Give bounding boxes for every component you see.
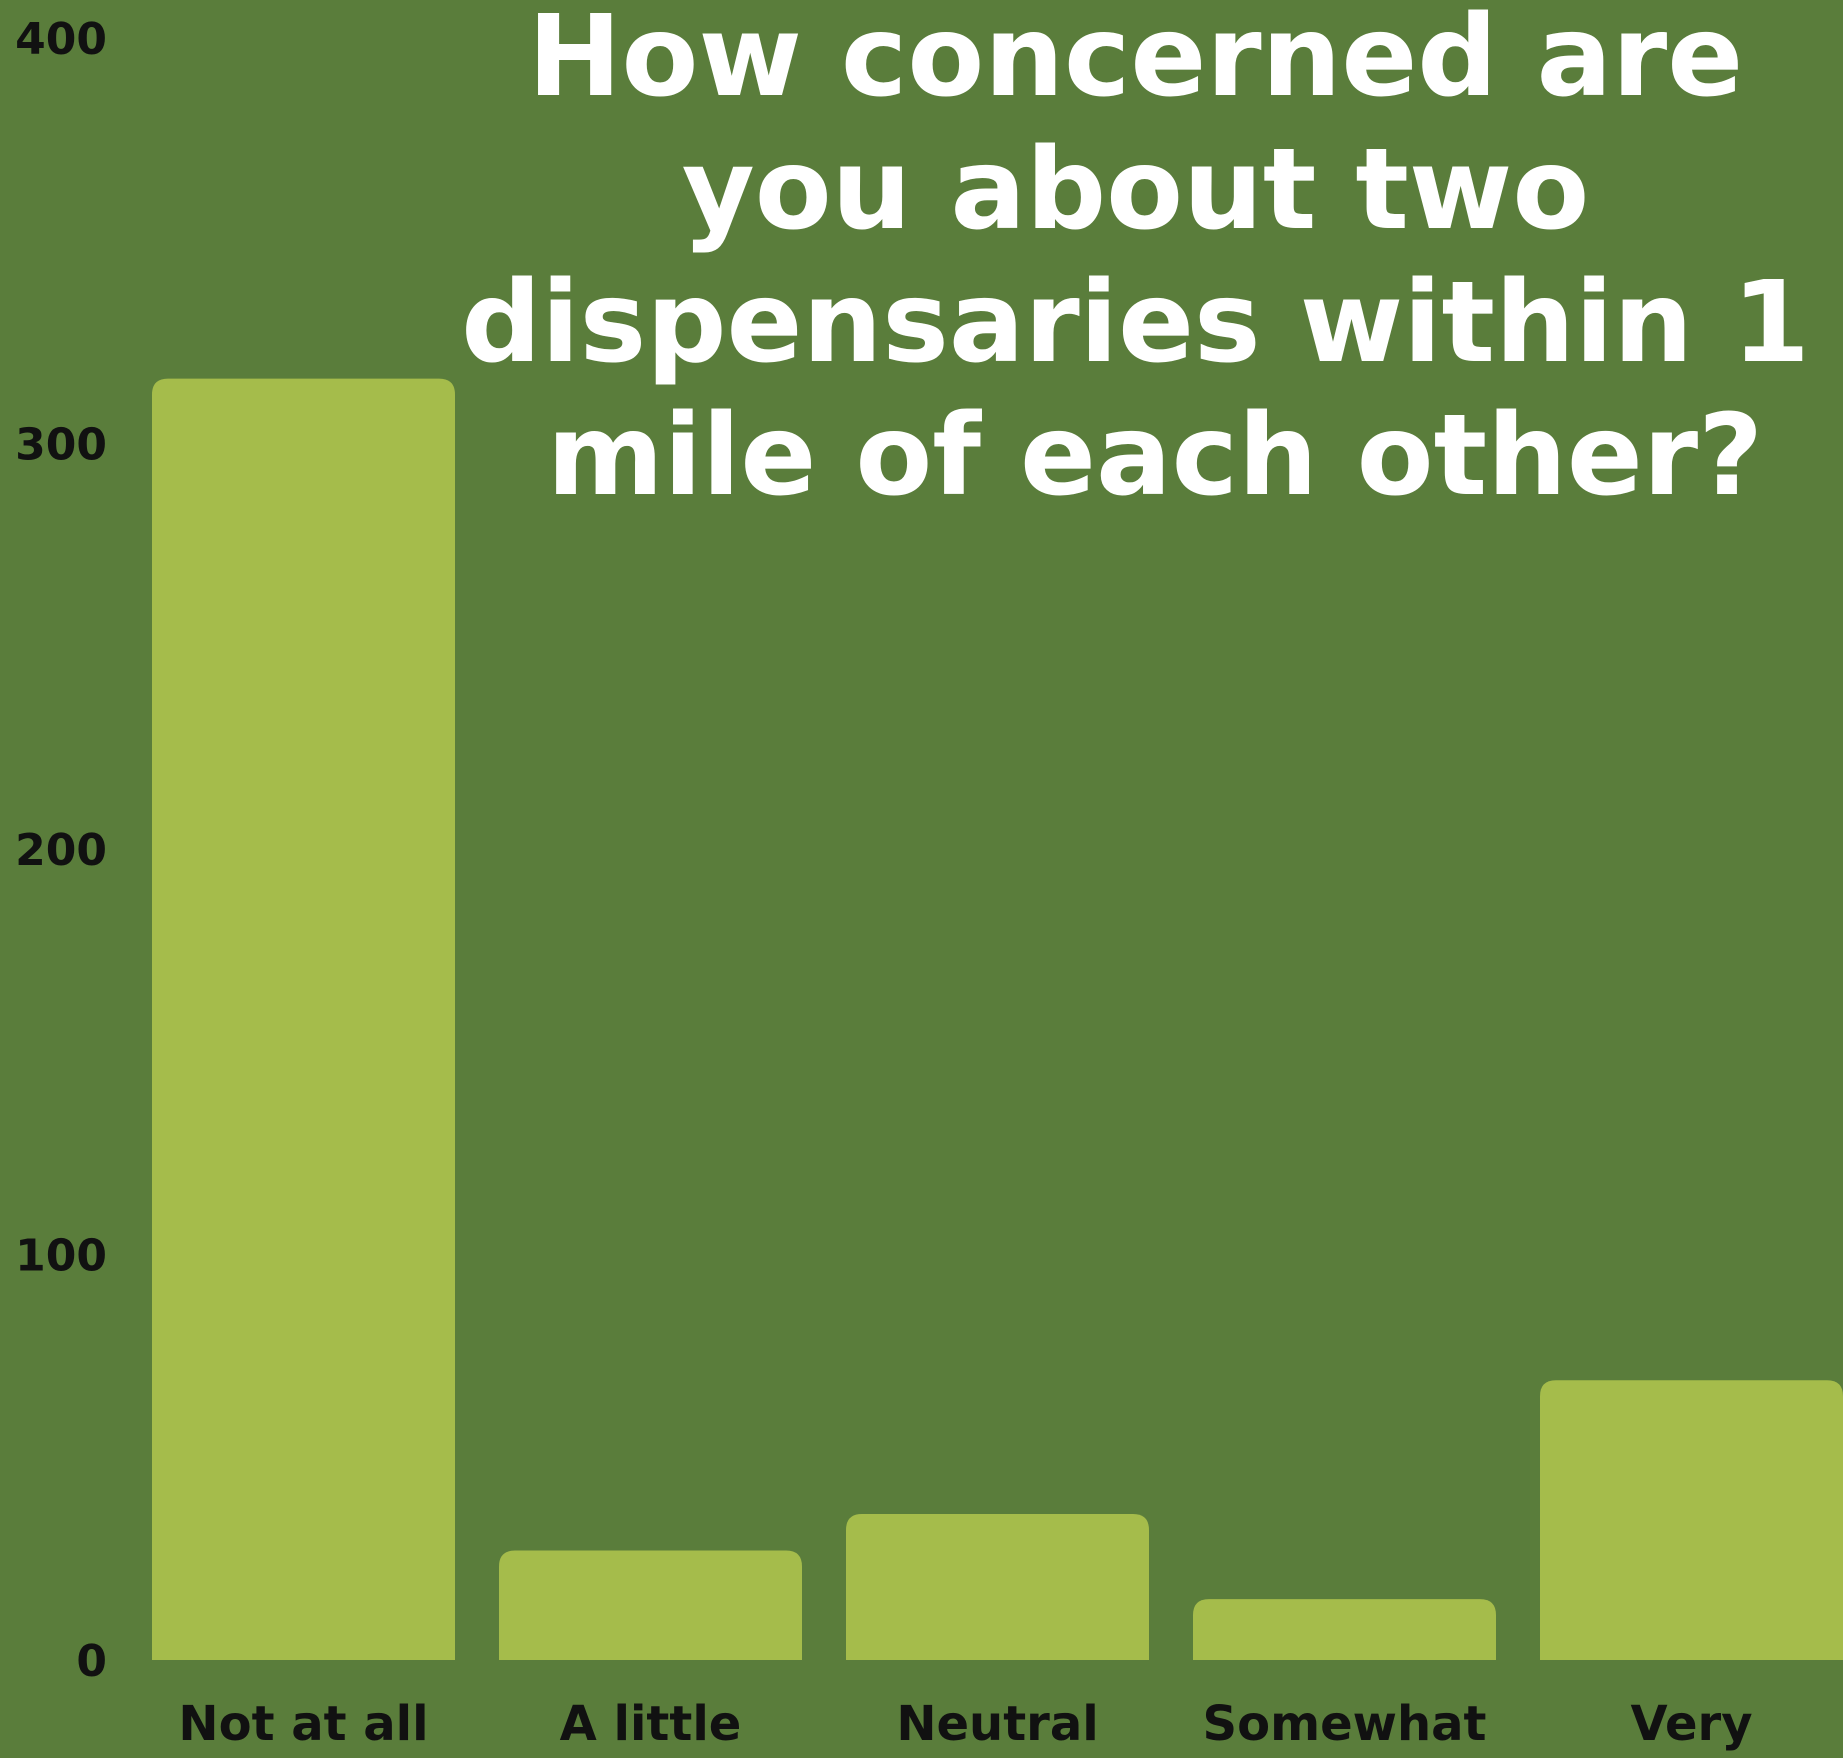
bar-very	[1540, 1380, 1843, 1660]
chart-title-line-3: dispensaries within 1	[461, 258, 1810, 388]
x-label-somewhat: Somewhat	[1203, 1696, 1487, 1752]
x-label-a-little: A little	[560, 1696, 742, 1752]
x-label-not-at-all: Not at all	[178, 1696, 428, 1752]
x-axis-labels: Not at all A little Neutral Somewhat Very	[178, 1696, 1752, 1752]
chart-title-line-1: How concerned are	[528, 0, 1743, 122]
x-label-neutral: Neutral	[896, 1696, 1098, 1752]
bar-neutral	[846, 1514, 1149, 1660]
y-tick-label-300: 300	[15, 420, 107, 471]
y-axis-ticks: 0 100 200 300 400	[15, 14, 107, 1687]
chart-title-line-4: mile of each other?	[547, 391, 1763, 521]
y-tick-label-200: 200	[15, 825, 107, 876]
bar-not-at-all	[152, 378, 455, 1660]
bars-group	[152, 378, 1843, 1660]
x-label-very: Very	[1630, 1696, 1752, 1752]
bar-somewhat	[1193, 1599, 1496, 1660]
chart-title-line-2: you about two	[682, 125, 1590, 255]
chart-title: How concerned are you about two dispensa…	[461, 0, 1843, 521]
y-tick-label-0: 0	[76, 1636, 107, 1687]
bar-a-little	[499, 1550, 802, 1660]
y-tick-label-100: 100	[15, 1231, 107, 1282]
y-tick-label-400: 400	[15, 14, 107, 65]
